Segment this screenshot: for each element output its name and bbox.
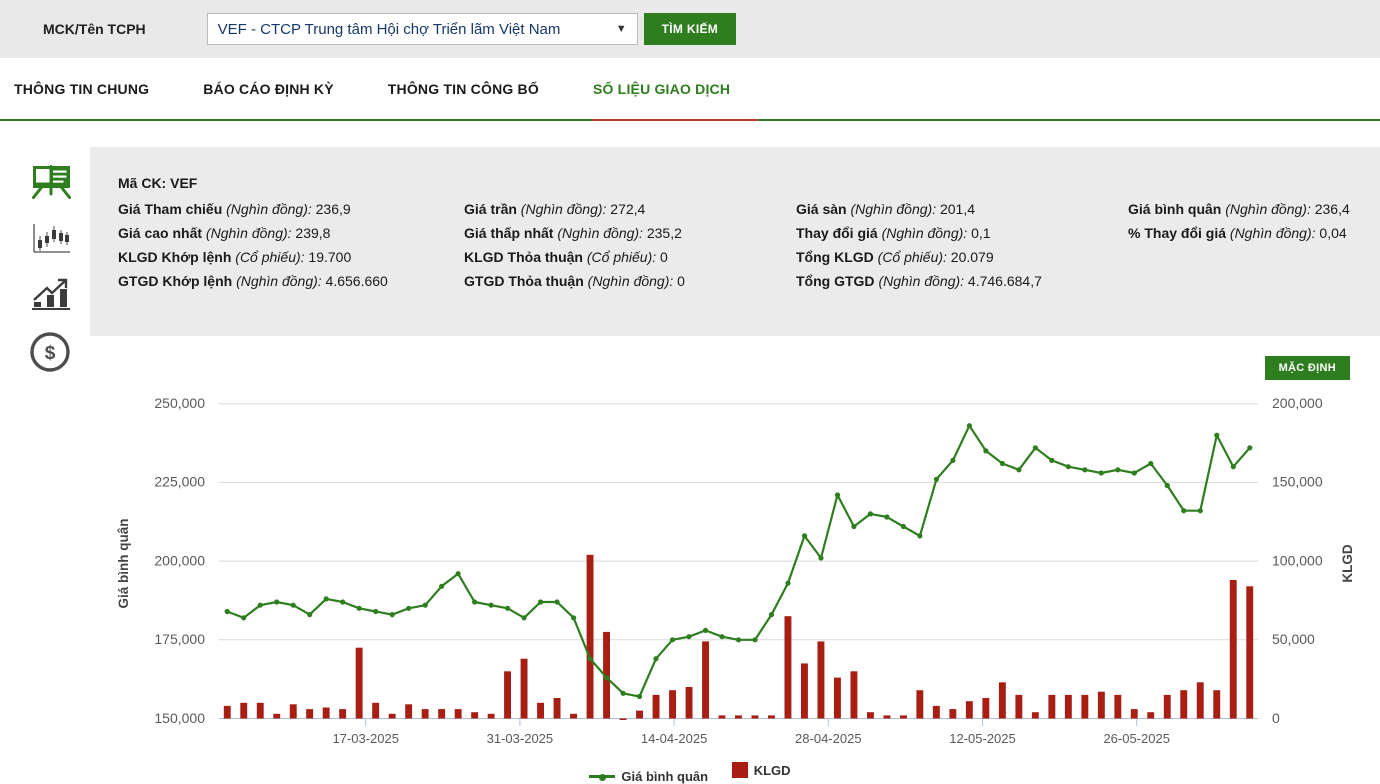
svg-text:150,000: 150,000 (1272, 474, 1323, 490)
svg-text:12-05-2025: 12-05-2025 (949, 731, 1016, 746)
svg-text:$: $ (45, 343, 56, 364)
svg-text:14-04-2025: 14-04-2025 (641, 731, 708, 746)
svg-text:200,000: 200,000 (1272, 395, 1323, 411)
svg-text:Giá bình quân: Giá bình quân (116, 519, 131, 609)
svg-text:17-03-2025: 17-03-2025 (332, 731, 399, 746)
svg-text:225,000: 225,000 (154, 474, 205, 490)
svg-text:31-03-2025: 31-03-2025 (487, 731, 554, 746)
svg-text:50,000: 50,000 (1272, 631, 1315, 647)
svg-text:28-04-2025: 28-04-2025 (795, 731, 862, 746)
svg-text:150,000: 150,000 (154, 710, 205, 726)
svg-text:100,000: 100,000 (1272, 552, 1323, 568)
svg-text:200,000: 200,000 (154, 552, 205, 568)
svg-text:175,000: 175,000 (154, 631, 205, 647)
svg-text:0: 0 (1272, 710, 1280, 726)
svg-text:26-05-2025: 26-05-2025 (1103, 731, 1170, 746)
svg-text:250,000: 250,000 (154, 395, 205, 411)
svg-text:KLGD: KLGD (1340, 544, 1355, 582)
